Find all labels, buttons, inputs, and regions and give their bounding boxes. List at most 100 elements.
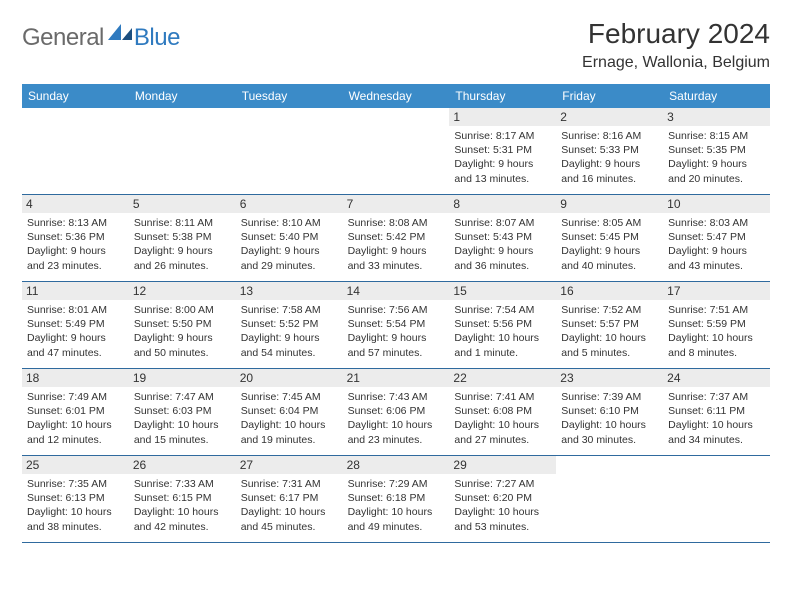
daylight-line: Daylight: 10 hours and 19 minutes.	[241, 418, 338, 446]
day-number: 4	[22, 195, 129, 213]
day-number: 3	[663, 108, 770, 126]
day-number: 2	[556, 108, 663, 126]
daylight-line: Daylight: 10 hours and 8 minutes.	[668, 331, 765, 359]
daylight-line: Daylight: 10 hours and 45 minutes.	[241, 505, 338, 533]
day-number: 12	[129, 282, 236, 300]
sunrise-line: Sunrise: 8:16 AM	[561, 129, 658, 143]
sunset-line: Sunset: 6:06 PM	[348, 404, 445, 418]
sunrise-line: Sunrise: 8:05 AM	[561, 216, 658, 230]
daylight-line: Daylight: 9 hours and 43 minutes.	[668, 244, 765, 272]
sunrise-line: Sunrise: 7:27 AM	[454, 477, 551, 491]
calendar-day-empty	[236, 108, 343, 194]
sunrise-line: Sunrise: 7:41 AM	[454, 390, 551, 404]
day-number: 9	[556, 195, 663, 213]
sunset-line: Sunset: 6:17 PM	[241, 491, 338, 505]
sunrise-line: Sunrise: 8:17 AM	[454, 129, 551, 143]
calendar-week-row: 1Sunrise: 8:17 AMSunset: 5:31 PMDaylight…	[22, 108, 770, 195]
logo-sail-icon	[108, 24, 134, 42]
daylight-line: Daylight: 9 hours and 16 minutes.	[561, 157, 658, 185]
daylight-line: Daylight: 10 hours and 23 minutes.	[348, 418, 445, 446]
daylight-line: Daylight: 9 hours and 47 minutes.	[27, 331, 124, 359]
sunrise-line: Sunrise: 8:11 AM	[134, 216, 231, 230]
day-number: 5	[129, 195, 236, 213]
calendar-day: 16Sunrise: 7:52 AMSunset: 5:57 PMDayligh…	[556, 282, 663, 368]
day-number: 21	[343, 369, 450, 387]
weekday-header-row: SundayMondayTuesdayWednesdayThursdayFrid…	[22, 84, 770, 108]
sunset-line: Sunset: 6:04 PM	[241, 404, 338, 418]
sunset-line: Sunset: 5:49 PM	[27, 317, 124, 331]
calendar-day: 25Sunrise: 7:35 AMSunset: 6:13 PMDayligh…	[22, 456, 129, 542]
sunset-line: Sunset: 5:47 PM	[668, 230, 765, 244]
calendar: SundayMondayTuesdayWednesdayThursdayFrid…	[22, 84, 770, 543]
day-number: 6	[236, 195, 343, 213]
sunset-line: Sunset: 5:36 PM	[27, 230, 124, 244]
day-number: 16	[556, 282, 663, 300]
sunrise-line: Sunrise: 7:51 AM	[668, 303, 765, 317]
sunset-line: Sunset: 5:40 PM	[241, 230, 338, 244]
sunrise-line: Sunrise: 7:43 AM	[348, 390, 445, 404]
sunset-line: Sunset: 5:38 PM	[134, 230, 231, 244]
sunrise-line: Sunrise: 7:35 AM	[27, 477, 124, 491]
sunrise-line: Sunrise: 8:13 AM	[27, 216, 124, 230]
calendar-day: 29Sunrise: 7:27 AMSunset: 6:20 PMDayligh…	[449, 456, 556, 542]
daylight-line: Daylight: 10 hours and 15 minutes.	[134, 418, 231, 446]
calendar-day: 17Sunrise: 7:51 AMSunset: 5:59 PMDayligh…	[663, 282, 770, 368]
calendar-day-empty	[343, 108, 450, 194]
daylight-line: Daylight: 9 hours and 36 minutes.	[454, 244, 551, 272]
sunset-line: Sunset: 6:18 PM	[348, 491, 445, 505]
sunset-line: Sunset: 5:57 PM	[561, 317, 658, 331]
day-number: 19	[129, 369, 236, 387]
calendar-week-row: 11Sunrise: 8:01 AMSunset: 5:49 PMDayligh…	[22, 282, 770, 369]
day-number: 13	[236, 282, 343, 300]
daylight-line: Daylight: 9 hours and 54 minutes.	[241, 331, 338, 359]
sunrise-line: Sunrise: 7:54 AM	[454, 303, 551, 317]
day-number: 14	[343, 282, 450, 300]
daylight-line: Daylight: 10 hours and 30 minutes.	[561, 418, 658, 446]
sunset-line: Sunset: 6:03 PM	[134, 404, 231, 418]
calendar-day: 5 Sunrise: 8:11 AMSunset: 5:38 PMDaylight…	[129, 195, 236, 281]
sunset-line: Sunset: 5:43 PM	[454, 230, 551, 244]
sunrise-line: Sunrise: 8:10 AM	[241, 216, 338, 230]
calendar-day: 3Sunrise: 8:15 AMSunset: 5:35 PMDaylight…	[663, 108, 770, 194]
calendar-day-empty	[556, 456, 663, 542]
day-number: 17	[663, 282, 770, 300]
calendar-day: 14Sunrise: 7:56 AMSunset: 5:54 PMDayligh…	[343, 282, 450, 368]
sunset-line: Sunset: 5:50 PM	[134, 317, 231, 331]
day-number: 1	[449, 108, 556, 126]
sunrise-line: Sunrise: 7:31 AM	[241, 477, 338, 491]
calendar-day: 9Sunrise: 8:05 AMSunset: 5:45 PMDaylight…	[556, 195, 663, 281]
day-number: 25	[22, 456, 129, 474]
daylight-line: Daylight: 9 hours and 26 minutes.	[134, 244, 231, 272]
sunrise-line: Sunrise: 8:00 AM	[134, 303, 231, 317]
daylight-line: Daylight: 9 hours and 13 minutes.	[454, 157, 551, 185]
sunrise-line: Sunrise: 7:49 AM	[27, 390, 124, 404]
day-number: 23	[556, 369, 663, 387]
sunrise-line: Sunrise: 7:39 AM	[561, 390, 658, 404]
calendar-week-row: 4 Sunrise: 8:13 AMSunset: 5:36 PM Daylight…	[22, 195, 770, 282]
calendar-day: 4Sunrise: 8:13 AMSunset: 5:36 PMDaylight…	[22, 195, 129, 281]
day-number: 7	[343, 195, 450, 213]
day-number: 8	[449, 195, 556, 213]
calendar-day: 23Sunrise: 7:39 AMSunset: 6:10 PMDayligh…	[556, 369, 663, 455]
sunset-line: Sunset: 5:54 PM	[348, 317, 445, 331]
calendar-day: 19Sunrise: 7:47 AMSunset: 6:03 PMDayligh…	[129, 369, 236, 455]
weekday-header: Sunday	[22, 84, 129, 108]
daylight-line: Daylight: 10 hours and 27 minutes.	[454, 418, 551, 446]
calendar-day: 24Sunrise: 7:37 AMSunset: 6:11 PMDayligh…	[663, 369, 770, 455]
sunset-line: Sunset: 6:01 PM	[27, 404, 124, 418]
calendar-day: 27Sunrise: 7:31 AMSunset: 6:17 PMDayligh…	[236, 456, 343, 542]
calendar-day: 12Sunrise: 8:00 AMSunset: 5:50 PMDayligh…	[129, 282, 236, 368]
daylight-line: Daylight: 9 hours and 33 minutes.	[348, 244, 445, 272]
sunset-line: Sunset: 5:33 PM	[561, 143, 658, 157]
sunset-line: Sunset: 6:08 PM	[454, 404, 551, 418]
calendar-day: 26Sunrise: 7:33 AMSunset: 6:15 PMDayligh…	[129, 456, 236, 542]
sunset-line: Sunset: 5:45 PM	[561, 230, 658, 244]
sunset-line: Sunset: 6:13 PM	[27, 491, 124, 505]
calendar-day: 1Sunrise: 8:17 AMSunset: 5:31 PMDaylight…	[449, 108, 556, 194]
weekday-header: Monday	[129, 84, 236, 108]
sunrise-line: Sunrise: 7:45 AM	[241, 390, 338, 404]
day-number: 29	[449, 456, 556, 474]
calendar-day-empty	[663, 456, 770, 542]
sunset-line: Sunset: 6:11 PM	[668, 404, 765, 418]
daylight-line: Daylight: 10 hours and 42 minutes.	[134, 505, 231, 533]
